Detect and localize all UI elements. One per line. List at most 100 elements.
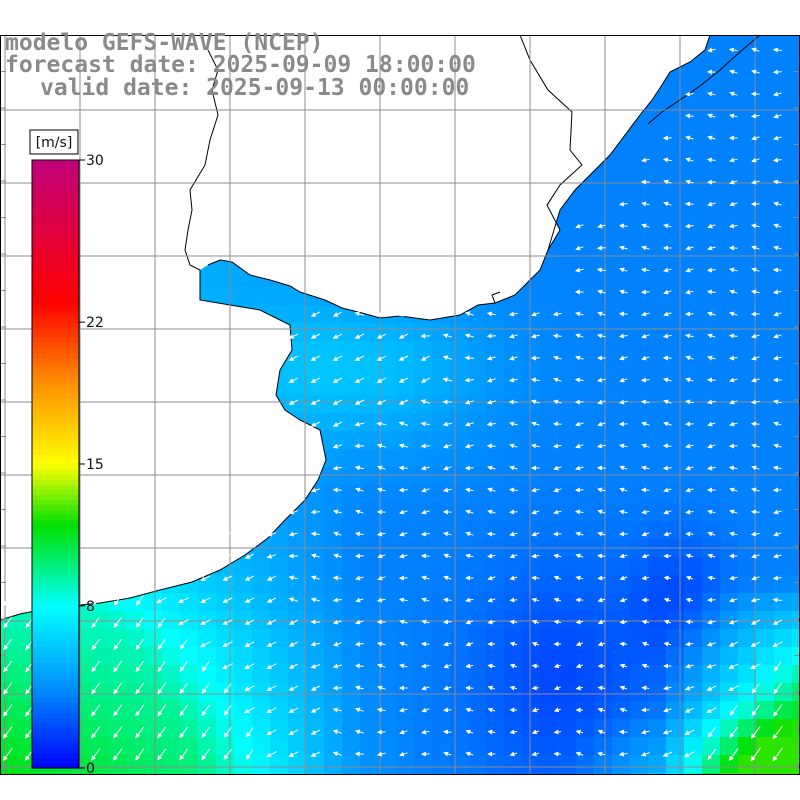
colorbar-segment: [32, 621, 79, 627]
colorbar-segment: [32, 241, 79, 247]
colorbar-segment: [32, 697, 79, 703]
graticule: [0, 35, 800, 775]
colorbar-segment: [32, 519, 79, 526]
colorbar-segment: [32, 347, 79, 354]
colorbar-segment: [32, 352, 79, 359]
colorbar-segment: [32, 398, 79, 404]
colorbar-segment: [32, 580, 79, 587]
colorbar-segment: [32, 570, 79, 577]
colorbar-tick-label: 0: [86, 761, 95, 777]
colorbar-segment: [32, 327, 79, 333]
colorbar-segment: [32, 651, 79, 658]
colorbar-segment: [32, 230, 79, 237]
colorbar-segment: [32, 185, 79, 191]
colorbar-segment: [32, 458, 79, 465]
colorbar-segment: [32, 210, 79, 217]
colorbar-segment: [32, 661, 79, 668]
colorbar-segment: [32, 692, 79, 698]
wind-arrows: [2, 47, 783, 762]
colorbar-segment: [32, 666, 79, 673]
colorbar-segment: [32, 565, 79, 571]
colorbar-segment: [32, 590, 79, 597]
colorbar-segment: [32, 676, 79, 683]
colorbar-segment: [32, 469, 79, 475]
colorbar-segment: [32, 762, 79, 769]
colorbar-segment: [32, 560, 79, 566]
colorbar-segment: [32, 382, 79, 389]
colorbar-segment: [32, 681, 79, 688]
colorbar-segment: [32, 641, 79, 647]
colorbar-segment: [32, 494, 79, 501]
valid-date: valid date: 2025-09-13 00:00:00: [40, 75, 469, 101]
colorbar-segment: [32, 600, 79, 607]
colorbar-segment: [32, 322, 79, 328]
colorbar-segment: [32, 631, 79, 637]
colorbar-tick-label: 8: [86, 599, 95, 615]
colorbar-segment: [32, 727, 79, 734]
colorbar-segment: [32, 550, 79, 556]
colorbar-segment: [32, 291, 79, 298]
colorbar-segment: [32, 474, 79, 480]
colorbar-segment: [32, 509, 79, 516]
colorbar-segment: [32, 281, 79, 288]
colorbar-segment: [32, 717, 79, 723]
model-title: modelo GEFS-WAVE (NCEP): [5, 30, 324, 56]
colorbar-segment: [32, 180, 79, 186]
colorbar-segment: [32, 337, 79, 343]
colorbar-segment: [32, 646, 79, 653]
land-west: [0, 35, 326, 620]
colorbar-segment: [32, 393, 79, 399]
colorbar-segment: [32, 585, 79, 592]
colorbar-segment: [32, 742, 79, 749]
colorbar-segment: [32, 702, 79, 708]
colorbar-segment: [32, 367, 79, 374]
colorbar-segment: [32, 484, 79, 490]
colorbar-segment: [32, 261, 79, 267]
colorbar: [m/s] 30 22 15 8 0: [29, 129, 104, 777]
colorbar-segment: [32, 479, 79, 485]
colorbar-segment: [32, 732, 79, 739]
colorbar-segment: [32, 707, 79, 713]
colorbar-segment: [32, 737, 79, 744]
colorbar-segment: [32, 428, 79, 435]
land-northeast: [420, 35, 710, 320]
colorbar-tick-label: 15: [86, 457, 104, 473]
colorbar-segment: [32, 757, 79, 764]
colorbar-segment: [32, 423, 79, 430]
coastline: [0, 35, 761, 621]
colorbar-segment: [32, 357, 79, 364]
colorbar-segment: [32, 524, 79, 531]
colorbar-segment: [32, 342, 79, 349]
colorbar-segment: [32, 175, 79, 181]
forecast-date: forecast date: 2025-09-09 18:00:00: [5, 52, 476, 78]
colorbar-segment: [32, 418, 79, 425]
colorbar-segment: [32, 413, 79, 419]
colorbar-segment: [32, 332, 79, 338]
colorbar-segment: [32, 555, 79, 561]
colorbar-segment: [32, 205, 79, 212]
colorbar-segment: [32, 190, 79, 197]
colorbar-segment: [32, 722, 79, 729]
colorbar-tick-label: 22: [86, 315, 104, 331]
colorbar-segment: [32, 671, 79, 678]
colorbar-segment: [32, 504, 79, 511]
colorbar-segment: [32, 499, 79, 506]
colorbar-segment: [32, 686, 79, 693]
colorbar-segment: [32, 170, 79, 176]
colorbar-segment: [32, 256, 79, 262]
colorbar-segment: [32, 540, 79, 546]
colorbar-segment: [32, 626, 79, 632]
colorbar-segment: [32, 362, 79, 369]
colorbar-segment: [32, 165, 79, 171]
colorbar-segment: [32, 605, 79, 612]
colorbar-segment: [32, 312, 79, 318]
colorbar-tick-label: 30: [86, 153, 104, 169]
colorbar-segment: [32, 438, 79, 445]
colorbar-segment: [32, 372, 79, 379]
colorbar-segment: [32, 160, 79, 166]
colorbar-segment: [32, 433, 79, 440]
colorbar-segment: [32, 448, 79, 455]
colorbar-segment: [32, 195, 79, 202]
colorbar-segment: [32, 377, 79, 384]
colorbar-unit: [m/s]: [36, 135, 73, 151]
